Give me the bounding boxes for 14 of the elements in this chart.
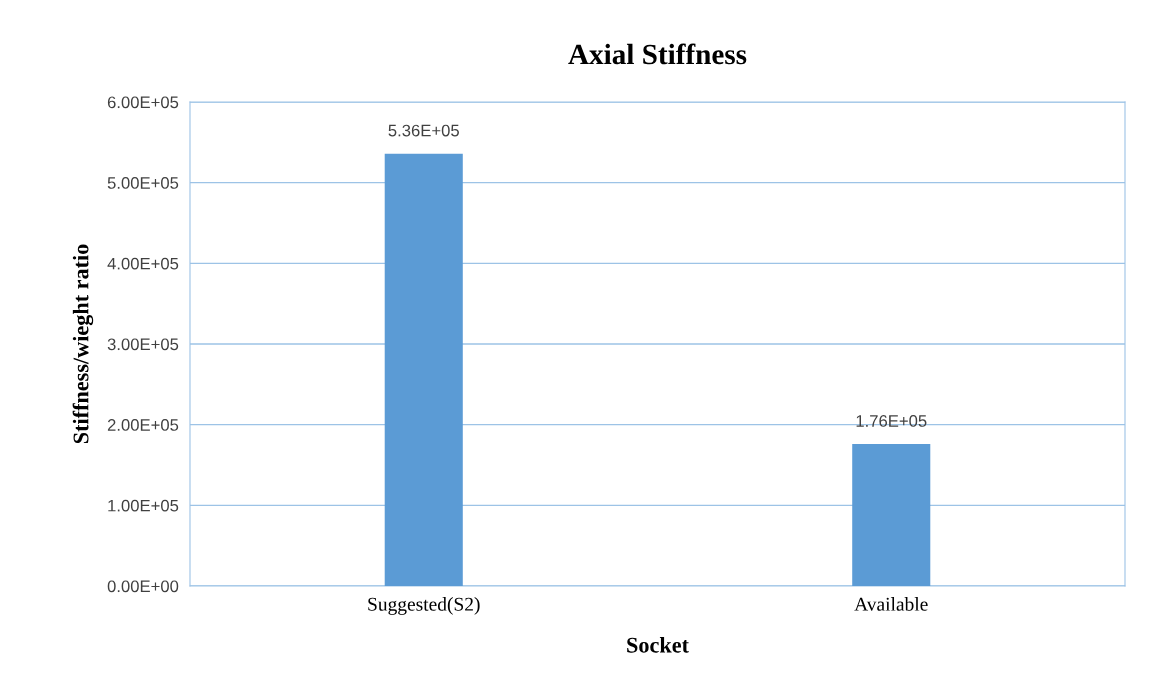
x-axis-title: Socket (627, 637, 689, 653)
y-tick-label: 4.00E+05 (107, 257, 179, 270)
y-axis-title: Stiffness/wieght ratio (72, 244, 94, 444)
y-tick-label: 1.00E+05 (108, 499, 179, 512)
y-tick-label: 0.00E+00 (107, 580, 179, 593)
data-label: 5.36E+05 (388, 124, 459, 137)
y-tick-label: 2.00E+05 (107, 419, 179, 431)
x-tick-label: Suggested(S2) (368, 597, 480, 615)
y-tick-label: 6.00E+05 (107, 96, 179, 109)
y-tick-label: 3.00E+05 (107, 338, 179, 351)
chart-title: Axial Stiffness (568, 43, 747, 65)
x-tick-label: Available (854, 597, 928, 611)
y-tick-label: 5.00E+05 (107, 177, 179, 189)
data-label: 1.76E+05 (856, 415, 927, 427)
